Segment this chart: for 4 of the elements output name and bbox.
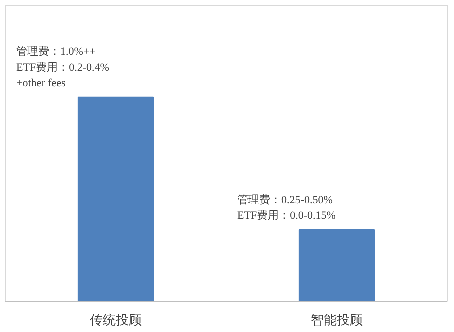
x-tick-label: 传统投顾 <box>90 312 142 328</box>
annotation: 管理费：0.25-0.50% ETF费用：0.0-0.15% <box>238 193 336 222</box>
annotation: 管理费：1.0%++ ETF费用：0.2-0.4% +other fees <box>16 45 110 90</box>
x-tick-label: 智能投顾 <box>311 312 363 328</box>
